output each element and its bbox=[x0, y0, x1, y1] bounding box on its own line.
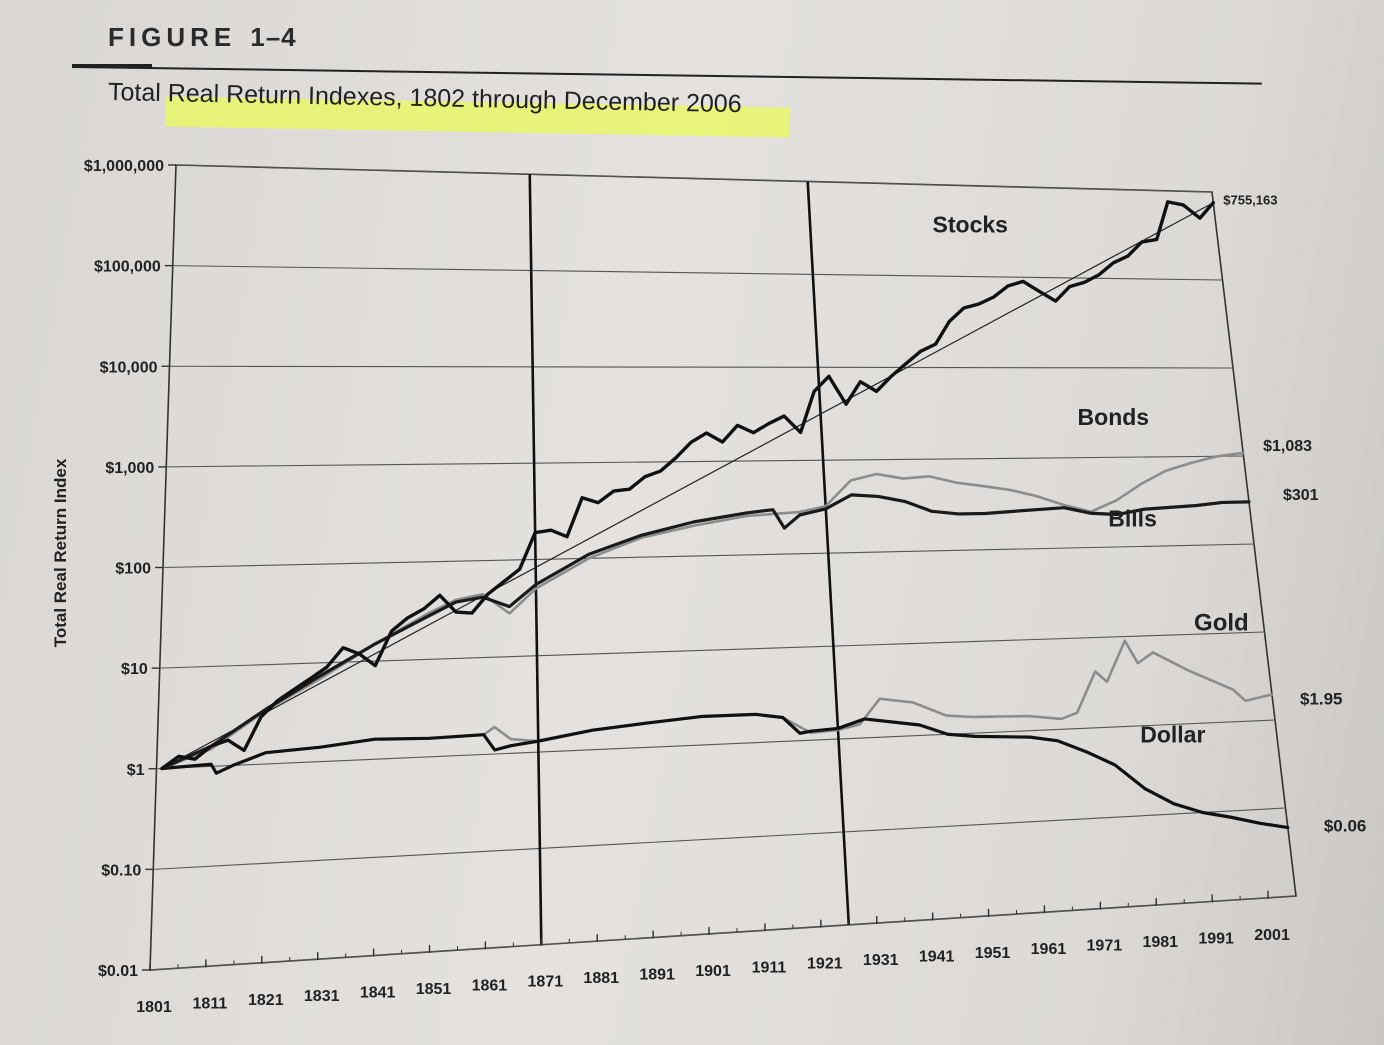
x-tick-label: 1941 bbox=[919, 948, 955, 965]
x-tick-label: 1921 bbox=[807, 956, 843, 973]
series-name-label-stocks: Stocks bbox=[933, 211, 1008, 237]
gridline bbox=[156, 719, 1276, 770]
title-rule-accent bbox=[72, 64, 152, 68]
gridline bbox=[172, 265, 1223, 281]
x-tick-label: 1871 bbox=[528, 974, 564, 991]
y-axis-ticks: $1,000,000 $100,000 $10,000 $1,000 $100 $10 $1… bbox=[84, 158, 176, 980]
era-divider-line bbox=[806, 181, 851, 925]
x-tick-label: 1911 bbox=[752, 959, 787, 976]
y-tick-label: $1,000,000 bbox=[84, 158, 164, 175]
series-name-label-bonds: Bonds bbox=[1078, 404, 1150, 430]
x-tick-label: 1971 bbox=[1087, 938, 1123, 955]
x-tick-label: 1991 bbox=[1198, 930, 1234, 947]
era-markers bbox=[528, 174, 851, 945]
y-tick-label: $10 bbox=[121, 661, 148, 678]
y-tick-label: $100 bbox=[115, 561, 151, 578]
series-lines bbox=[160, 200, 1290, 830]
x-tick-label: 1801 bbox=[136, 999, 172, 1016]
y-tick-label: $0.10 bbox=[101, 862, 141, 879]
series-end-value-bills: $301 bbox=[1283, 487, 1319, 504]
series-name-label-bills: Bills bbox=[1108, 505, 1157, 531]
figure-label: FIGURE 1–4 bbox=[108, 22, 297, 53]
gridline bbox=[162, 543, 1255, 569]
x-tick-label: 1951 bbox=[975, 945, 1011, 962]
gridline bbox=[153, 807, 1286, 870]
series-end-value-gold: $1.95 bbox=[1300, 689, 1343, 708]
x-tick-label: 1891 bbox=[639, 967, 675, 984]
series-name-label-gold: Gold bbox=[1194, 610, 1249, 637]
gridlines bbox=[149, 164, 1297, 971]
y-axis-label: Total Real Return Index bbox=[51, 458, 70, 647]
series-name-label-dollar: Dollar bbox=[1140, 722, 1205, 748]
x-tick-label: 1881 bbox=[583, 970, 619, 987]
x-tick-label: 1931 bbox=[863, 952, 899, 969]
y-tick-label: $1,000 bbox=[105, 460, 154, 477]
figure-number: 1–4 bbox=[250, 22, 297, 52]
x-tick-label: 1851 bbox=[416, 981, 452, 998]
x-tick-label: 1901 bbox=[695, 963, 731, 980]
series-end-value-stocks: $755,163 bbox=[1223, 193, 1277, 208]
stocks-trend-line bbox=[161, 202, 1214, 770]
x-tick-label: 1841 bbox=[360, 985, 396, 1002]
x-tick-label: 1981 bbox=[1142, 934, 1178, 951]
gridline bbox=[149, 895, 1297, 971]
y-tick-label: $10,000 bbox=[100, 359, 158, 376]
series-end-value-bonds: $1,083 bbox=[1263, 438, 1312, 455]
x-tick-label: 1961 bbox=[1031, 941, 1067, 958]
figure-label-text: FIGURE bbox=[108, 22, 237, 52]
x-tick-label: 1861 bbox=[472, 977, 508, 994]
x-tick-label: 2001 bbox=[1254, 927, 1290, 944]
y-tick-label: $0.01 bbox=[98, 963, 138, 980]
era-divider-line bbox=[528, 174, 543, 945]
series-line-stocks bbox=[160, 200, 1215, 771]
plot-frame bbox=[149, 164, 1297, 971]
x-tick-label: 1811 bbox=[193, 995, 228, 1012]
x-tick-label: 1821 bbox=[248, 992, 284, 1009]
gridline bbox=[166, 455, 1244, 468]
y-tick-label: $100,000 bbox=[94, 259, 161, 276]
x-axis-ticks: 1801 1811 1821 1831 1841 1851 1861 1871 1881 1891… bbox=[136, 890, 1297, 1016]
gridline bbox=[159, 631, 1265, 669]
y-tick-label: $1 bbox=[127, 762, 145, 779]
series-line-bills bbox=[160, 493, 1251, 771]
x-tick-label: 1831 bbox=[304, 988, 340, 1005]
series-line-bonds bbox=[160, 451, 1245, 770]
gridline bbox=[175, 164, 1213, 193]
series-end-value-dollar: $0.06 bbox=[1324, 817, 1367, 836]
gridline bbox=[169, 365, 1234, 369]
series-line-gold bbox=[160, 639, 1274, 775]
series-line-dollar bbox=[160, 712, 1290, 830]
series-labels: Stocks Bonds Bills Gold Dollar $755,163 $1,083… bbox=[933, 193, 1367, 836]
